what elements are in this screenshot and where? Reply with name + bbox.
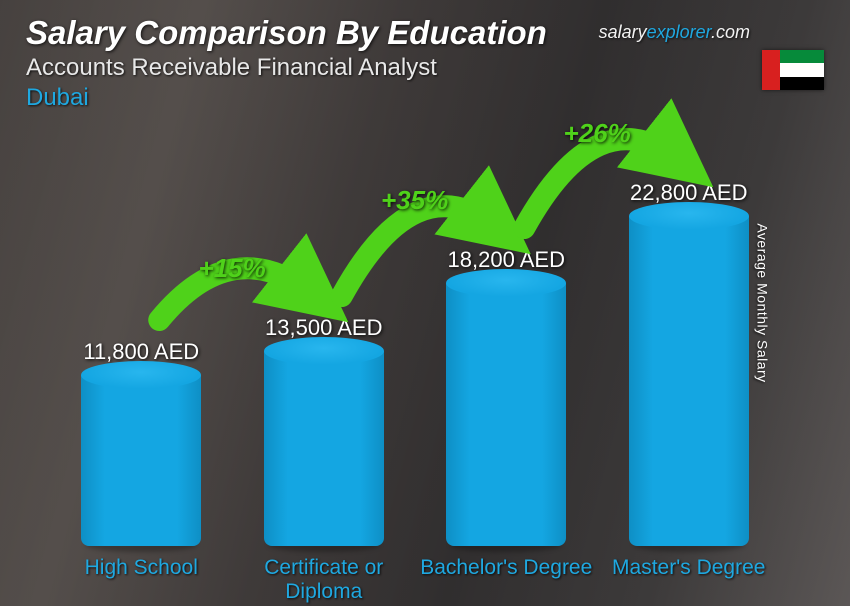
bar-category-label: High School bbox=[51, 556, 231, 580]
bar-body bbox=[264, 351, 384, 546]
bar bbox=[81, 375, 201, 546]
bar-body bbox=[629, 216, 749, 546]
uae-flag-icon bbox=[762, 50, 824, 90]
bar-chart: 11,800 AEDHigh School13,500 AEDCertifica… bbox=[50, 130, 780, 546]
bar-group: 11,800 AEDHigh School bbox=[50, 339, 233, 546]
bar-body bbox=[81, 375, 201, 546]
brand-accent: explorer bbox=[647, 22, 711, 42]
page-location: Dubai bbox=[26, 84, 824, 112]
bar-group: 13,500 AEDCertificate or Diploma bbox=[233, 315, 416, 546]
bar-category-label: Master's Degree bbox=[599, 556, 779, 580]
bar-top-ellipse bbox=[81, 361, 201, 389]
bar-body bbox=[446, 283, 566, 546]
page-subtitle: Accounts Receivable Financial Analyst bbox=[26, 54, 824, 82]
brand-suffix: .com bbox=[711, 22, 750, 42]
bar-top-ellipse bbox=[264, 337, 384, 365]
bar bbox=[264, 351, 384, 546]
bar-category-label: Bachelor's Degree bbox=[416, 556, 596, 580]
brand-prefix: salary bbox=[599, 22, 647, 42]
bar-top-ellipse bbox=[446, 269, 566, 297]
bar-group: 22,800 AEDMaster's Degree bbox=[598, 180, 781, 546]
bar bbox=[446, 283, 566, 546]
bar bbox=[629, 216, 749, 546]
bar-category-label: Certificate or Diploma bbox=[234, 556, 414, 604]
brand-watermark: salaryexplorer.com bbox=[599, 22, 750, 43]
bar-top-ellipse bbox=[629, 202, 749, 230]
bar-group: 18,200 AEDBachelor's Degree bbox=[415, 247, 598, 546]
flag-hoist bbox=[762, 50, 780, 90]
